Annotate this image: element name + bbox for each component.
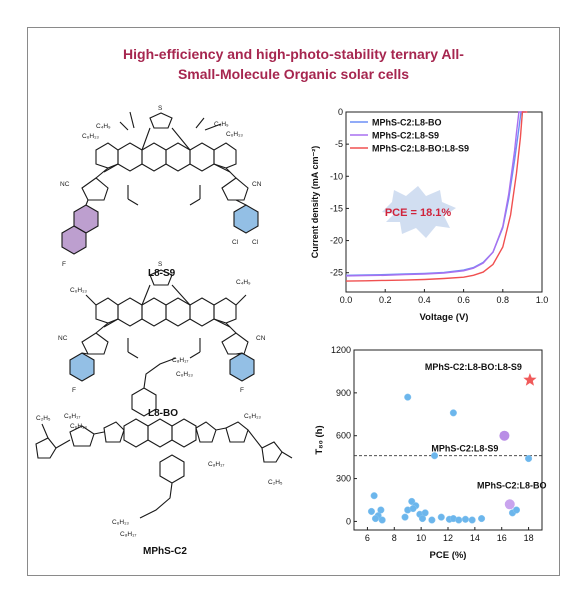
literature-data-point	[478, 515, 486, 523]
literature-data-point	[525, 455, 533, 463]
literature-data-point	[461, 515, 470, 523]
literature-data-point	[367, 507, 376, 515]
stability-scatter-chart: 6 8 10 12 14 16 18 0 300 600 900 1200 MPhS-C2:L8-BO…	[314, 345, 547, 561]
jv-legend-label: MPhS-C2:L8-S9	[372, 131, 439, 141]
pce-burst-shape	[382, 186, 456, 238]
literature-data-point	[370, 492, 378, 500]
scatter-x-tick-label: 18	[524, 533, 534, 543]
jv-plot-frame	[345, 111, 543, 293]
jv-x-axis-title: Voltage (V)	[420, 312, 469, 323]
literature-data-point	[449, 409, 457, 417]
point-mphs-c2-l8-bo	[504, 499, 515, 510]
jv-x-tick-label: 0.2	[379, 295, 392, 305]
molecule-label-mphs-c2: MPhS-C2	[143, 546, 187, 557]
scatter-x-tick-label: 12	[443, 533, 453, 543]
jv-x-tick-label: 0.8	[497, 295, 510, 305]
jv-legend-label: MPhS-C2:L8-BO	[372, 118, 442, 128]
scatter-y-tick-label: 300	[336, 474, 351, 484]
jv-y-tick-label: 0	[338, 107, 343, 117]
jv-y-tick-label: -15	[330, 203, 343, 213]
literature-data-point	[418, 515, 427, 523]
jv-y-tick-label: -10	[330, 171, 343, 181]
title-line-2: Small-Molecule Organic solar cells	[177, 66, 410, 82]
literature-data-point	[437, 513, 445, 521]
literature-data-point	[371, 515, 380, 523]
jv-series-line	[345, 111, 524, 277]
literature-data-point	[378, 516, 386, 524]
annotation-c2-bo: MPhS-C2:L8-BO	[477, 480, 547, 490]
jv-series-line	[345, 111, 528, 282]
title-line-1: High-efficiency and high-photo-stability…	[123, 46, 464, 62]
annotation-ternary: MPhS-C2:L8-BO:L8-S9	[425, 362, 522, 372]
literature-data-point	[409, 505, 417, 513]
scatter-x-tick-label: 16	[497, 533, 507, 543]
literature-data-point	[401, 513, 409, 521]
jv-y-tick-label: -5	[335, 139, 343, 149]
molecule-label-l8-s9: L8-S9	[148, 268, 176, 279]
jv-legend-label: MPhS-C2:L8-BO:L8-S9	[372, 144, 469, 154]
literature-data-point	[404, 393, 412, 401]
scatter-x-tick-label: 10	[416, 533, 426, 543]
jv-x-tick-label: 0.6	[457, 295, 470, 305]
scatter-x-tick-label: 8	[392, 533, 397, 543]
molecule-label-l8-bo: L8-BO	[148, 408, 178, 419]
scatter-y-axis-title: T₈₀ (h)	[314, 425, 325, 454]
scatter-x-tick-label: 14	[470, 533, 480, 543]
literature-data-point	[377, 506, 385, 514]
point-mphs-c2-l8-s9	[499, 430, 510, 441]
literature-data-point	[468, 516, 476, 524]
scatter-y-tick-label: 600	[336, 431, 351, 441]
literature-data-point	[455, 516, 463, 524]
pce-annotation: PCE = 18.1%	[385, 207, 452, 219]
jv-x-tick-label: 1.0	[536, 295, 549, 305]
jv-y-axis-title: Current density (mA cm⁻²)	[310, 146, 320, 258]
literature-data-point	[421, 509, 429, 517]
annotation-c2-s9: MPhS-C2:L8-S9	[431, 444, 498, 454]
literature-data-point	[408, 497, 416, 505]
literature-data-point	[431, 452, 439, 460]
jv-y-tick-label: -20	[330, 236, 343, 246]
scatter-y-tick-label: 900	[336, 388, 351, 398]
scatter-y-tick-label: 1200	[331, 345, 351, 355]
jv-x-tick-label: 0.4	[418, 295, 431, 305]
scatter-x-axis-title: PCE (%)	[430, 550, 467, 561]
figure-title: High-efficiency and high-photo-stability…	[60, 44, 527, 84]
jv-curve-chart: 0.0 0.2 0.4 0.6 0.8 1.0 0 -5 -10 -15 -20 -25 MPhS-C…	[310, 107, 549, 323]
jv-y-tick-label: -25	[330, 268, 343, 278]
point-ternary-star	[523, 373, 537, 386]
jv-x-tick-label: 0.0	[340, 295, 353, 305]
scatter-y-tick-label: 0	[346, 516, 351, 526]
literature-data-point	[512, 506, 521, 514]
literature-data-point	[428, 516, 436, 524]
scatter-x-tick-label: 6	[365, 533, 370, 543]
